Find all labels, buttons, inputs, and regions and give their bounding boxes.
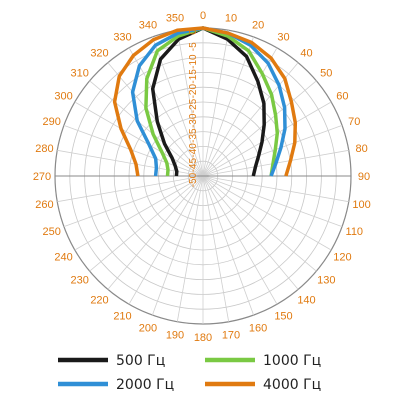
grid-spoke	[63, 175, 204, 227]
angle-tick-label: 300	[54, 91, 72, 103]
grid-spoke	[128, 175, 204, 305]
angle-tick-label: 230	[71, 275, 89, 287]
angle-tick-label: 140	[297, 294, 315, 306]
radial-tick-labels: 0 -5 -10-15-20-25-30-35-40-45-50	[188, 29, 199, 187]
angle-tick-label: 220	[90, 294, 108, 306]
angle-tick-label: 40	[300, 48, 312, 60]
grid-spoke	[57, 149, 204, 177]
radial-tick-label: -35	[188, 128, 199, 143]
angle-tick-label: 180	[194, 332, 212, 344]
grid-spoke	[176, 175, 204, 322]
angle-tick-label: 160	[249, 322, 267, 334]
grid-spoke	[202, 62, 299, 177]
legend: 500 Гц 1000 Гц 2000 Гц 4000 Гц	[58, 353, 321, 393]
grid-spoke	[202, 175, 343, 227]
angle-tick-label: 320	[90, 48, 108, 60]
series-line-3	[112, 26, 298, 177]
polar-grid	[54, 27, 352, 325]
radial-tick-label: 0	[188, 29, 199, 35]
grid-spoke	[63, 125, 204, 177]
angle-tick-label: 350	[166, 12, 184, 24]
grid-spoke	[202, 30, 230, 177]
angle-tick-label: 200	[139, 322, 157, 334]
angle-tick-label: 80	[355, 143, 367, 155]
grid-spoke	[176, 30, 204, 177]
angle-tick-label: 20	[252, 20, 264, 32]
grid-spoke	[202, 101, 332, 177]
angle-tick-label: 60	[336, 91, 348, 103]
angle-tick-label: 280	[35, 143, 53, 155]
angle-tick-label: 310	[71, 68, 89, 80]
radial-tick-label: -25	[188, 98, 199, 113]
radial-tick-label: -20	[188, 84, 199, 99]
grid-spoke	[202, 175, 299, 290]
grid-spoke	[202, 175, 349, 203]
angle-tick-label: 70	[348, 116, 360, 128]
angle-tick-label: 50	[320, 68, 332, 80]
angle-tick-label: 150	[274, 310, 292, 322]
angle-tick-label: 100	[352, 199, 370, 211]
angle-tick-label: 120	[333, 252, 351, 264]
legend-label: 4000 Гц	[263, 377, 321, 393]
angle-tick-label: 170	[222, 330, 240, 342]
angle-tick-label: 130	[317, 275, 335, 287]
grid-spoke	[202, 175, 278, 305]
grid-spoke	[57, 175, 204, 203]
grid-spoke	[202, 80, 317, 177]
series-lines	[112, 26, 298, 177]
angle-tick-label: 0	[200, 10, 206, 22]
radial-tick-label: -5	[188, 42, 199, 51]
legend-label: 1000 Гц	[263, 353, 321, 369]
grid-spoke	[89, 175, 204, 272]
angle-tick-label: 240	[54, 252, 72, 264]
grid-spoke	[74, 101, 204, 177]
grid-spoke	[74, 175, 204, 251]
grid-spoke	[152, 175, 204, 316]
angle-tick-label: 250	[43, 226, 61, 238]
radial-tick-label: -30	[188, 113, 199, 128]
grid-spoke	[202, 36, 254, 177]
grid-spoke	[202, 175, 332, 251]
radial-tick-label: -45	[188, 158, 199, 173]
grid-spoke	[202, 125, 343, 177]
angle-tick-label: 90	[358, 171, 370, 183]
radial-tick-label: -50	[188, 172, 199, 187]
angle-tick-label: 30	[277, 32, 289, 44]
angle-tick-label: 270	[33, 171, 51, 183]
grid-spoke	[202, 175, 254, 316]
radial-tick-label: -40	[188, 143, 199, 158]
legend-label: 500 Гц	[116, 353, 165, 369]
grid-spoke	[202, 47, 278, 177]
angle-tick-label: 330	[113, 32, 131, 44]
grid-spoke	[107, 175, 204, 290]
angle-tick-label: 10	[225, 12, 237, 24]
radial-tick-label: -15	[188, 69, 199, 84]
angle-tick-label: 190	[166, 330, 184, 342]
grid-spoke	[89, 80, 204, 177]
angle-tick-label: 340	[139, 20, 157, 32]
grid-spoke	[128, 47, 204, 177]
angle-tick-label: 290	[43, 116, 61, 128]
grid-spoke	[202, 175, 317, 272]
radial-tick-label: -10	[188, 54, 199, 69]
angle-tick-label: 110	[346, 226, 364, 238]
legend-label: 2000 Гц	[116, 377, 174, 393]
angle-tick-label: 210	[113, 310, 131, 322]
angle-tick-label: 260	[35, 199, 53, 211]
grid-spoke	[202, 175, 230, 322]
